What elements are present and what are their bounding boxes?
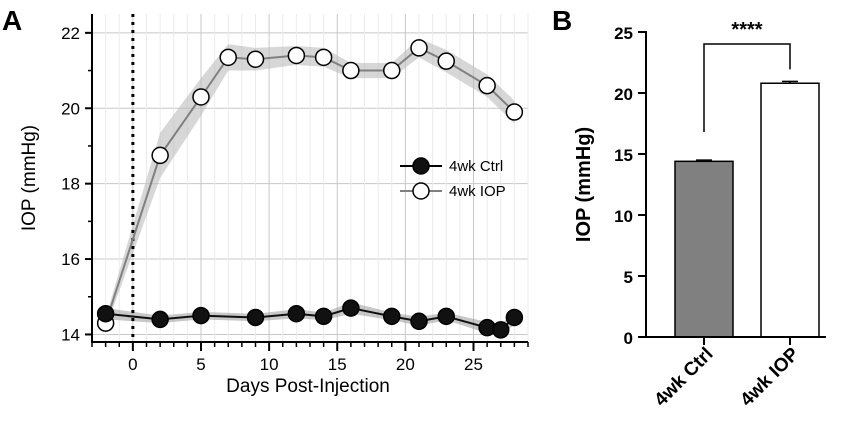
bracket-line	[703, 43, 791, 133]
legend-marker-iop	[412, 182, 430, 200]
y-tick-label: 0	[624, 329, 633, 348]
legend: 4wk Ctrl 4wk IOP	[400, 157, 506, 200]
data-point-iop	[192, 88, 210, 106]
y-tick-label: 5	[624, 268, 633, 287]
category-label-iop: 4wk IOP	[736, 343, 803, 410]
data-point-iop	[314, 48, 333, 67]
panel-b-letter: B	[552, 5, 572, 36]
legend-marker-ctrl	[412, 157, 430, 175]
series-points	[96, 39, 524, 339]
bar-chart-panel: 0 5 10 15 20 25 4wk Ctrl 4wk IOP **** IOP (mmH…	[573, 19, 826, 411]
line-chart-panel: 0 5 10 15 20 25 14 16 18 20 22 Days Post-Injection…	[19, 14, 529, 397]
x-tick-label: 20	[396, 355, 415, 374]
data-point-ctrl	[383, 307, 401, 326]
axes	[638, 31, 826, 345]
data-point-ctrl	[342, 299, 360, 317]
data-point-iop	[437, 52, 455, 70]
x-tick-label: 5	[196, 355, 205, 374]
y-tick-label: 22	[61, 24, 80, 43]
data-point-iop	[342, 61, 360, 80]
y-tick-label: 15	[614, 146, 633, 165]
y-tick-label: 25	[614, 24, 633, 43]
bar-ctrl	[674, 160, 734, 338]
y-tick-label: 16	[61, 250, 80, 269]
y-tick-label: 20	[614, 85, 633, 104]
x-tick-label: 25	[464, 355, 483, 374]
sem-band-iop	[105, 38, 515, 329]
y-axis-title: IOP (mmHg)	[19, 125, 40, 231]
panel-a-letter: A	[2, 5, 22, 36]
y-axis-title: IOP (mmHg)	[573, 127, 595, 242]
significance-bracket: ****	[703, 19, 791, 133]
tick-labels: 0 5 10 15 20 25 14 16 18 20 22	[61, 24, 483, 374]
data-point-ctrl	[246, 308, 265, 327]
data-point-ctrl	[505, 308, 524, 327]
y-tick-label: 14	[61, 325, 80, 344]
legend-label-ctrl: 4wk Ctrl	[449, 158, 503, 175]
y-tick-label: 20	[61, 99, 80, 118]
data-point-ctrl	[192, 306, 210, 325]
data-point-ctrl	[96, 304, 115, 323]
data-point-iop	[383, 61, 401, 80]
y-tick-label: 10	[614, 207, 633, 226]
data-point-ctrl	[492, 321, 510, 339]
tick-labels: 0 5 10 15 20 25	[614, 24, 633, 348]
legend-label-iop: 4wk IOP	[449, 183, 506, 200]
data-point-ctrl	[287, 304, 306, 323]
significance-label: ****	[731, 19, 762, 41]
data-point-iop	[151, 146, 169, 165]
sem-bands	[105, 38, 515, 335]
axes	[85, 14, 529, 351]
data-point-iop	[246, 50, 265, 68]
data-point-ctrl	[437, 307, 455, 326]
data-point-ctrl	[410, 312, 428, 331]
y-tick-label: 18	[61, 175, 80, 194]
category-label-ctrl: 4wk Ctrl	[650, 344, 717, 411]
x-tick-label: 15	[328, 355, 347, 374]
category-labels: 4wk Ctrl 4wk IOP	[650, 343, 803, 410]
x-tick-label: 0	[128, 355, 137, 374]
data-point-iop	[505, 103, 524, 121]
sem-band-ctrl	[105, 302, 515, 335]
x-axis-title: Days Post-Injection	[226, 376, 390, 397]
data-point-iop	[410, 39, 428, 57]
x-tick-label: 10	[260, 355, 279, 374]
data-point-ctrl	[151, 310, 169, 329]
bars	[674, 80, 820, 338]
data-point-iop	[219, 48, 237, 67]
data-point-iop	[287, 46, 306, 65]
bar-iop	[760, 82, 820, 338]
data-point-ctrl	[314, 307, 333, 326]
data-point-iop	[478, 76, 496, 95]
